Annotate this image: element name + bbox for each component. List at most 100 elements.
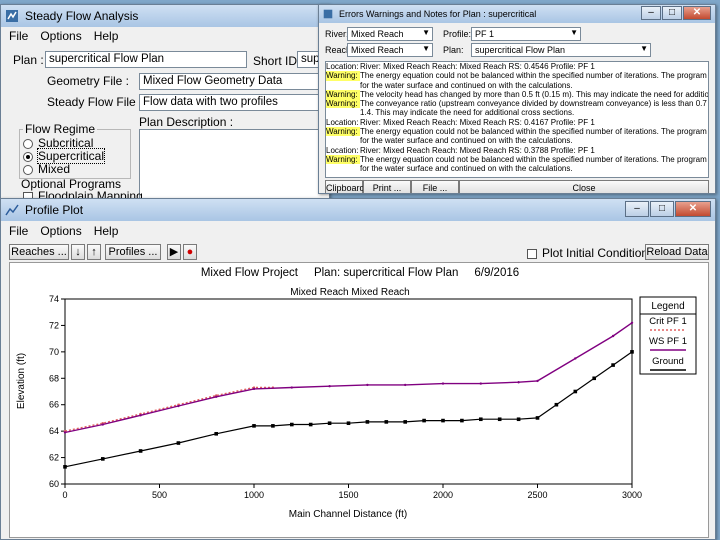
regime-supercritical-label: Supercritical [36, 148, 106, 164]
close-button[interactable]: ✕ [675, 201, 711, 217]
plan-select-label: Plan: [443, 45, 464, 55]
profile-select-value: PF 1 [475, 29, 495, 39]
clipboard-button[interactable]: Clipboard [325, 180, 365, 193]
plot-initial-conditions-label: Plot Initial Conditions [542, 246, 655, 260]
river-select[interactable]: Mixed Reach ▼ [347, 27, 433, 41]
data-point [139, 414, 142, 417]
regime-subcritical-label: Subcritical [38, 136, 94, 150]
data-point [404, 383, 407, 387]
data-point [252, 387, 256, 391]
regime-mixed[interactable]: Mixed [23, 162, 70, 176]
data-point [384, 420, 389, 424]
reach-select[interactable]: Mixed Reach ▼ [347, 43, 433, 57]
plan-input[interactable]: supercritical Flow Plan [45, 51, 247, 68]
data-point [516, 417, 521, 422]
dropdown-arrow-icon: ▼ [422, 44, 430, 53]
menu-options[interactable]: Options [40, 29, 82, 43]
close-button[interactable]: ✕ [683, 6, 711, 20]
legend-box [639, 296, 697, 375]
data-point [536, 379, 539, 383]
menu-help[interactable]: Help [93, 224, 119, 238]
list-item: Warning: The energy equation could not be… [326, 71, 708, 81]
legend-label: Ground [652, 356, 684, 367]
list-item: for the water surface and continued on w… [360, 164, 573, 174]
steady-flow-window: Steady Flow Analysis File Options Help P… [0, 4, 330, 204]
menu-file[interactable]: File [9, 29, 29, 43]
scroll-down-button[interactable]: ↓ [71, 244, 85, 260]
geometry-label: Geometry File : [47, 74, 130, 88]
regime-mixed-label: Mixed [38, 162, 71, 176]
short-id-label: Short ID [253, 54, 298, 68]
plan-select[interactable]: supercritical Flow Plan ▼ [471, 43, 651, 57]
profile-label: Profile: [443, 29, 472, 39]
data-point [366, 383, 369, 387]
reload-data-button[interactable]: Reload Data [645, 244, 709, 260]
plan-select-value: supercritical Flow Plan [475, 45, 566, 55]
x-tick-label: 2000 [433, 490, 453, 500]
x-tick-label: 500 [152, 490, 167, 500]
radio-icon [23, 138, 33, 149]
print-button[interactable]: Print ... [363, 180, 411, 193]
plot-area: Mixed Flow Project Plan: supercritical F… [9, 262, 709, 538]
profile-plot-titlebar: Profile Plot – □ ✕ [1, 199, 715, 221]
legend-title: Legend [651, 301, 684, 312]
y-tick-label: 60 [49, 479, 59, 489]
data-point [101, 457, 105, 461]
x-tick-label: 2500 [527, 490, 547, 500]
list-item: Location: River: Mixed Reach Reach: Mixed… [326, 62, 595, 71]
y-tick-label: 74 [49, 294, 59, 304]
steady-flow-file-field[interactable]: Flow data with two profiles [139, 94, 329, 111]
close-dialog-button[interactable]: Close [459, 180, 709, 193]
plot-initial-conditions-checkbox[interactable]: Plot Initial Conditions [527, 246, 654, 260]
radio-icon [23, 164, 33, 175]
data-point [271, 424, 275, 428]
series-line-ws-pf-1 [64, 322, 633, 434]
data-point [479, 382, 482, 385]
file-button[interactable]: File ... [411, 180, 459, 193]
geometry-file-field[interactable]: Mixed Flow Geometry Data [139, 73, 329, 90]
data-point [630, 321, 634, 324]
data-point [441, 382, 445, 385]
messages-list[interactable]: Location: River: Mixed Reach Reach: Mixed… [325, 61, 709, 178]
record-button[interactable]: ● [183, 244, 197, 260]
data-point [365, 420, 370, 424]
plan-description-field[interactable] [139, 129, 329, 203]
profiles-button[interactable]: Profiles ... [105, 244, 161, 260]
series-line-ground [64, 351, 633, 468]
series-line-crit-pf-1 [64, 386, 273, 432]
list-item: Warning: The energy equation could not be… [326, 127, 708, 137]
errors-window: Errors Warnings and Notes for Plan : sup… [318, 4, 716, 194]
chart-icon [5, 204, 19, 216]
maximize-button[interactable]: □ [650, 201, 674, 217]
list-item: Warning: The velocity head has changed by… [326, 89, 708, 100]
x-tick-label: 3000 [622, 490, 642, 500]
app-icon [6, 10, 18, 22]
data-point [327, 421, 332, 426]
maximize-button[interactable]: □ [662, 6, 682, 20]
menu-options[interactable]: Options [40, 224, 82, 238]
list-item: Warning: The conveyance ratio (upstream c… [326, 99, 708, 109]
x-tick-label: 1000 [244, 490, 264, 500]
minimize-button[interactable]: – [625, 201, 649, 217]
data-point [460, 418, 464, 423]
data-point [290, 422, 294, 427]
data-point [290, 386, 293, 389]
regime-supercritical[interactable]: Supercritical [23, 148, 106, 164]
profile-plot-window: Profile Plot – □ ✕ File Options Help Rea… [0, 198, 716, 540]
reaches-button[interactable]: Reaches ... [9, 244, 69, 260]
play-button[interactable]: ▶ [167, 244, 181, 260]
reach-select-value: Mixed Reach [351, 45, 404, 55]
menu-help[interactable]: Help [93, 29, 119, 43]
x-tick-label: 0 [62, 490, 67, 500]
profile-plot-title: Profile Plot [25, 203, 84, 217]
minimize-button[interactable]: – [641, 6, 661, 20]
regime-subcritical[interactable]: Subcritical [23, 136, 93, 150]
scroll-up-button[interactable]: ↑ [87, 244, 101, 260]
radio-selected-icon [23, 151, 33, 162]
data-point [63, 431, 67, 434]
dropdown-arrow-icon: ▼ [570, 28, 578, 37]
list-item: for the water surface and continued on w… [360, 136, 573, 146]
profile-select[interactable]: PF 1 ▼ [471, 27, 581, 41]
list-item: Location: River: Mixed Reach Reach: Mixed… [326, 117, 595, 127]
menu-file[interactable]: File [9, 224, 29, 238]
